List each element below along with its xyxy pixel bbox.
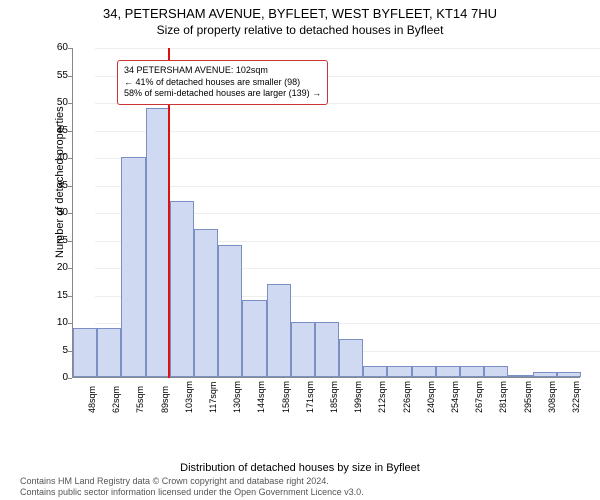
footer-line-2: Contains public sector information licen… (20, 487, 364, 498)
x-tick-label: 281sqm (498, 381, 508, 413)
y-tick-label: 0 (44, 372, 68, 383)
x-tick-label: 322sqm (571, 381, 581, 413)
y-tick-mark (68, 213, 72, 214)
histogram-bar (363, 366, 387, 377)
y-tick-mark (68, 241, 72, 242)
annotation-line: 34 PETERSHAM AVENUE: 102sqm (124, 65, 321, 77)
x-axis-label: Distribution of detached houses by size … (0, 462, 600, 474)
histogram-bar (533, 372, 557, 378)
y-tick-mark (68, 131, 72, 132)
x-tick-label: 295sqm (523, 381, 533, 413)
x-tick-label: 308sqm (547, 381, 557, 413)
x-tick-label: 171sqm (305, 381, 315, 413)
histogram-bar (97, 328, 121, 378)
y-tick-mark (68, 378, 72, 379)
y-tick-mark (68, 48, 72, 49)
y-tick-mark (68, 268, 72, 269)
gridline (95, 186, 600, 187)
x-tick-label: 158sqm (281, 381, 291, 413)
chart-subtitle: Size of property relative to detached ho… (0, 21, 600, 37)
histogram-bar (170, 201, 194, 377)
x-tick-label: 62sqm (111, 386, 121, 413)
gridline (95, 131, 600, 132)
y-tick-label: 20 (44, 262, 68, 273)
y-tick-label: 10 (44, 317, 68, 328)
footer-text: Contains HM Land Registry data © Crown c… (20, 476, 364, 498)
x-tick-label: 144sqm (256, 381, 266, 413)
y-tick-mark (68, 158, 72, 159)
histogram-bar (339, 339, 363, 378)
x-tick-label: 199sqm (353, 381, 363, 413)
gridline (95, 48, 600, 49)
histogram-bar (436, 366, 460, 377)
histogram-bar (315, 322, 339, 377)
histogram-bar (484, 366, 508, 377)
x-tick-label: 103sqm (184, 381, 194, 413)
y-tick-label: 5 (44, 345, 68, 356)
x-tick-label: 254sqm (450, 381, 460, 413)
y-tick-label: 35 (44, 180, 68, 191)
chart-container: 34, PETERSHAM AVENUE, BYFLEET, WEST BYFL… (0, 0, 600, 500)
x-tick-label: 89sqm (160, 386, 170, 413)
histogram-bar (194, 229, 218, 378)
y-tick-label: 25 (44, 235, 68, 246)
histogram-bar (508, 375, 532, 377)
x-tick-label: 240sqm (426, 381, 436, 413)
y-tick-label: 15 (44, 290, 68, 301)
y-tick-mark (68, 323, 72, 324)
y-tick-mark (68, 296, 72, 297)
chart-area: Number of detached properties 34 PETERSH… (50, 48, 580, 418)
x-tick-label: 212sqm (377, 381, 387, 413)
chart-title: 34, PETERSHAM AVENUE, BYFLEET, WEST BYFL… (0, 0, 600, 21)
y-tick-label: 45 (44, 125, 68, 136)
gridline (95, 158, 600, 159)
histogram-bar (387, 366, 411, 377)
x-tick-label: 185sqm (329, 381, 339, 413)
plot-area: 34 PETERSHAM AVENUE: 102sqm← 41% of deta… (72, 48, 580, 378)
x-tick-label: 117sqm (208, 382, 218, 413)
histogram-bar (267, 284, 291, 378)
y-tick-mark (68, 103, 72, 104)
y-tick-label: 30 (44, 207, 68, 218)
histogram-bar (218, 245, 242, 377)
annotation-line: 58% of semi-detached houses are larger (… (124, 88, 321, 100)
annotation-line: ← 41% of detached houses are smaller (98… (124, 77, 321, 89)
histogram-bar (291, 322, 315, 377)
histogram-bar (412, 366, 436, 377)
x-tick-label: 226sqm (402, 381, 412, 413)
y-tick-mark (68, 76, 72, 77)
x-tick-label: 130sqm (232, 381, 242, 413)
y-tick-mark (68, 351, 72, 352)
y-tick-mark (68, 186, 72, 187)
histogram-bar (460, 366, 484, 377)
footer-line-1: Contains HM Land Registry data © Crown c… (20, 476, 364, 487)
x-tick-label: 267sqm (474, 381, 484, 413)
histogram-bar (73, 328, 97, 378)
histogram-bar (121, 157, 145, 377)
y-tick-label: 55 (44, 70, 68, 81)
y-tick-label: 50 (44, 97, 68, 108)
x-tick-label: 75sqm (135, 386, 145, 413)
histogram-bar (146, 108, 170, 378)
histogram-bar (242, 300, 266, 377)
y-tick-label: 40 (44, 152, 68, 163)
y-tick-label: 60 (44, 42, 68, 53)
annotation-box: 34 PETERSHAM AVENUE: 102sqm← 41% of deta… (117, 60, 328, 105)
x-tick-label: 48sqm (87, 386, 97, 413)
histogram-bar (557, 372, 581, 378)
